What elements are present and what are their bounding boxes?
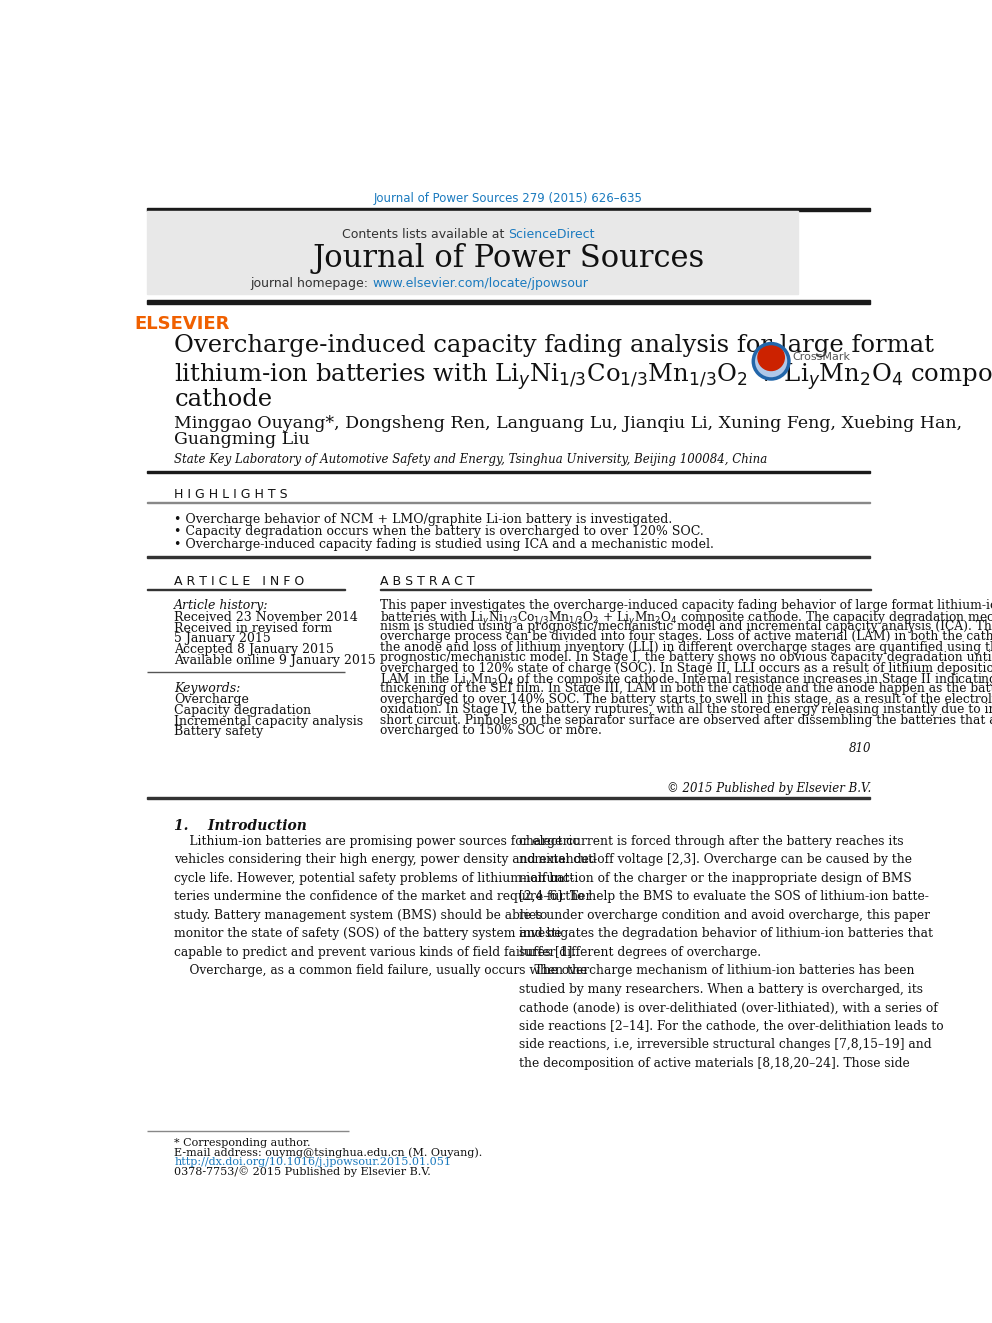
Text: A R T I C L E   I N F O: A R T I C L E I N F O	[175, 574, 305, 587]
Text: the anode and loss of lithium inventory (LLI) in different overcharge stages are: the anode and loss of lithium inventory …	[380, 640, 992, 654]
Text: Received in revised form: Received in revised form	[175, 622, 332, 635]
Text: thickening of the SEI film. In Stage III, LAM in both the cathode and the anode : thickening of the SEI film. In Stage III…	[380, 683, 992, 696]
Text: www.elsevier.com/locate/jpowsour: www.elsevier.com/locate/jpowsour	[372, 277, 588, 290]
Bar	[147, 212, 799, 294]
Text: overcharged to 120% state of charge (SOC). In Stage II, LLI occurs as a result o: overcharged to 120% state of charge (SOC…	[380, 662, 992, 675]
Bar	[147, 300, 870, 303]
Text: short circuit. Pinholes on the separator surface are observed after dissembling : short circuit. Pinholes on the separator…	[380, 713, 992, 726]
Circle shape	[753, 344, 789, 378]
Text: oxidation. In Stage IV, the battery ruptures, with all the stored energy releasi: oxidation. In Stage IV, the battery rupt…	[380, 703, 992, 716]
Text: 5 January 2015: 5 January 2015	[175, 632, 271, 646]
Text: Lithium-ion batteries are promising power sources for electric
vehicles consider: Lithium-ion batteries are promising powe…	[175, 835, 597, 978]
Text: charge current is forced through after the battery reaches its
nominal cut-off v: charge current is forced through after t…	[519, 835, 943, 1070]
Text: overcharge process can be divided into four stages. Loss of active material (LAM: overcharge process can be divided into f…	[380, 630, 992, 643]
Text: overcharged to over 140% SOC. The battery starts to swell in this stage, as a re: overcharged to over 140% SOC. The batter…	[380, 693, 992, 705]
Text: ELSEVIER: ELSEVIER	[135, 315, 230, 333]
Text: Guangming Liu: Guangming Liu	[175, 430, 310, 447]
Text: • Overcharge-induced capacity fading is studied using ICA and a mechanistic mode: • Overcharge-induced capacity fading is …	[175, 537, 714, 550]
Bar	[147, 556, 870, 557]
Text: H I G H L I G H T S: H I G H L I G H T S	[175, 488, 288, 501]
Bar	[147, 798, 870, 799]
Text: Contents lists available at: Contents lists available at	[342, 228, 509, 241]
Text: Keywords:: Keywords:	[175, 681, 241, 695]
Text: journal homepage:: journal homepage:	[250, 277, 372, 290]
Text: lithium-ion batteries with Li$_y$Ni$_{1/3}$Co$_{1/3}$Mn$_{1/3}$O$_2$ + Li$_y$Mn$: lithium-ion batteries with Li$_y$Ni$_{1/…	[175, 361, 992, 392]
Text: Journal of Power Sources: Journal of Power Sources	[312, 243, 704, 274]
Bar	[147, 471, 870, 472]
Bar	[147, 209, 870, 212]
Text: This paper investigates the overcharge-induced capacity fading behavior of large: This paper investigates the overcharge-i…	[380, 599, 992, 613]
Text: State Key Laboratory of Automotive Safety and Energy, Tsinghua University, Beiji: State Key Laboratory of Automotive Safet…	[175, 452, 768, 466]
Text: © 2015 Published by Elsevier B.V.: © 2015 Published by Elsevier B.V.	[667, 782, 871, 795]
Text: Article history:: Article history:	[175, 599, 269, 613]
Text: overcharged to 150% SOC or more.: overcharged to 150% SOC or more.	[380, 724, 601, 737]
Text: E-mail address: ouymg@tsinghua.edu.cn (M. Ouyang).: E-mail address: ouymg@tsinghua.edu.cn (M…	[175, 1147, 483, 1158]
Text: * Corresponding author.: * Corresponding author.	[175, 1138, 310, 1148]
Text: Received 23 November 2014: Received 23 November 2014	[175, 611, 358, 623]
Text: LAM in the Li$_y$Mn$_2$O$_4$ of the composite cathode. Internal resistance incre: LAM in the Li$_y$Mn$_2$O$_4$ of the comp…	[380, 672, 992, 691]
Text: Overcharge: Overcharge	[175, 693, 249, 706]
Text: • Overcharge behavior of NCM + LMO/graphite Li-ion battery is investigated.: • Overcharge behavior of NCM + LMO/graph…	[175, 513, 673, 527]
Text: cathode: cathode	[175, 388, 273, 411]
Text: • Capacity degradation occurs when the battery is overcharged to over 120% SOC.: • Capacity degradation occurs when the b…	[175, 525, 704, 538]
Text: 1.    Introduction: 1. Introduction	[175, 819, 308, 833]
Text: Overcharge-induced capacity fading analysis for large format: Overcharge-induced capacity fading analy…	[175, 335, 934, 357]
Text: http://dx.doi.org/10.1016/j.jpowsour.2015.01.051: http://dx.doi.org/10.1016/j.jpowsour.201…	[175, 1158, 451, 1167]
Text: Minggao Ouyang*, Dongsheng Ren, Languang Lu, Jianqiu Li, Xuning Feng, Xuebing Ha: Minggao Ouyang*, Dongsheng Ren, Languang…	[175, 415, 962, 433]
Text: A B S T R A C T: A B S T R A C T	[380, 574, 474, 587]
Text: batteries with Li$_y$Ni$_{1/3}$Co$_{1/3}$Mn$_{1/3}$O$_2$ + Li$_y$Mn$_2$O$_4$ com: batteries with Li$_y$Ni$_{1/3}$Co$_{1/3}…	[380, 610, 992, 627]
Text: Available online 9 January 2015: Available online 9 January 2015	[175, 654, 376, 667]
Text: Incremental capacity analysis: Incremental capacity analysis	[175, 714, 363, 728]
Text: Battery safety: Battery safety	[175, 725, 264, 738]
Text: Accepted 8 January 2015: Accepted 8 January 2015	[175, 643, 334, 656]
Text: nism is studied using a prognostic/mechanistic model and incremental capacity an: nism is studied using a prognostic/mecha…	[380, 620, 992, 632]
Text: 0378-7753/© 2015 Published by Elsevier B.V.: 0378-7753/© 2015 Published by Elsevier B…	[175, 1167, 432, 1177]
Text: 810: 810	[848, 742, 871, 755]
Text: ScienceDirect: ScienceDirect	[509, 228, 595, 241]
Text: prognostic/mechanistic model. In Stage I, the battery shows no obvious capacity : prognostic/mechanistic model. In Stage I…	[380, 651, 992, 664]
Circle shape	[758, 344, 785, 370]
Text: Journal of Power Sources 279 (2015) 626–635: Journal of Power Sources 279 (2015) 626–…	[374, 192, 643, 205]
Text: Capacity degradation: Capacity degradation	[175, 704, 311, 717]
Text: CrossMark: CrossMark	[793, 352, 851, 363]
